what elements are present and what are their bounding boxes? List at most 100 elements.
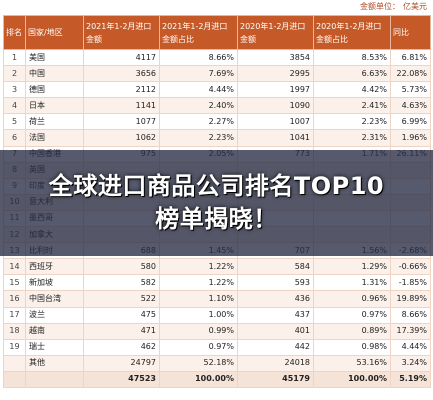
header-2020-share: 2020年1-2月进口金额占比 <box>313 15 391 50</box>
table-row: 3 德国 2112 4.44% 1997 4.42% 5.73% <box>3 81 431 99</box>
header-2021-amount: 2021年1-2月进口金额 <box>83 15 160 50</box>
cell-amount-2021: 2112 <box>83 81 160 99</box>
cell-share-2020: 4.42% <box>313 81 391 99</box>
cell-share-2020: 2.31% <box>313 129 391 147</box>
cell-amount-2021: 3656 <box>83 65 160 83</box>
cell-amount-2020: 1041 <box>237 129 314 147</box>
header-2021-share: 2021年1-2月进口金额占比 <box>159 15 238 50</box>
table-row: 16 中国台湾 522 1.10% 436 0.96% 19.89% <box>3 290 431 308</box>
cell-amount-2020: 442 <box>237 338 314 356</box>
cell-share-2020: 0.89% <box>313 322 391 340</box>
cell-yoy: 17.39% <box>390 322 431 340</box>
table-row: 18 越南 471 0.99% 401 0.89% 17.39% <box>3 322 431 340</box>
cell-share-2021: 0.99% <box>159 322 238 340</box>
header-rank: 排名 <box>3 15 26 50</box>
cell-rank: 6 <box>3 129 26 147</box>
cell-country: 中国台湾 <box>25 290 84 308</box>
cell-share-2021: 8.66% <box>159 48 238 67</box>
cell-amount-2020: 436 <box>237 290 314 308</box>
cell-yoy: 8.66% <box>390 306 431 324</box>
other-row: 其他 24797 52.18% 24018 53.16% 3.24% <box>3 354 431 372</box>
table-row: 2 中国 3656 7.69% 2995 6.63% 22.08% <box>3 65 431 83</box>
header-row: 排名 国家/地区 2021年1-2月进口金额 2021年1-2月进口金额占比 2… <box>3 15 431 50</box>
title-banner: 全球进口商品公司排名TOP10榜单揭晓！ <box>0 150 433 256</box>
cell-rank <box>3 354 26 372</box>
cell-share-2020: 0.96% <box>313 290 391 308</box>
cell-yoy: 4.44% <box>390 338 431 356</box>
cell-rank: 1 <box>3 48 26 67</box>
cell-share-2020: 1.29% <box>313 258 391 276</box>
cell-rank: 14 <box>3 258 26 276</box>
table-row: 14 西班牙 580 1.22% 584 1.29% -0.66% <box>3 258 431 276</box>
cell-share-2020: 100.00% <box>313 370 391 388</box>
unit-line: 金额单位： 亿美元 <box>0 0 427 14</box>
cell-share-2020: 6.63% <box>313 65 391 83</box>
cell-share-2021: 0.97% <box>159 338 238 356</box>
cell-yoy: 22.08% <box>390 65 431 83</box>
table-row: 17 波兰 475 1.00% 437 0.97% 8.66% <box>3 306 431 324</box>
cell-amount-2021: 1062 <box>83 129 160 147</box>
cell-country: 法国 <box>25 129 84 147</box>
cell-rank: 3 <box>3 81 26 99</box>
cell-rank: 2 <box>3 65 26 83</box>
table-row: 15 新加坡 582 1.22% 593 1.31% -1.85% <box>3 274 431 292</box>
cell-amount-2020: 1997 <box>237 81 314 99</box>
cell-share-2020: 0.97% <box>313 306 391 324</box>
cell-country: 日本 <box>25 97 84 115</box>
cell-amount-2020: 437 <box>237 306 314 324</box>
cell-amount-2021: 582 <box>83 274 160 292</box>
cell-rank <box>3 370 26 388</box>
cell-share-2020: 2.23% <box>313 113 391 131</box>
cell-share-2020: 0.98% <box>313 338 391 356</box>
total-row: 47523 100.00% 45179 100.00% 5.19% <box>3 370 431 388</box>
cell-share-2020: 53.16% <box>313 354 391 372</box>
cell-share-2021: 4.44% <box>159 81 238 99</box>
cell-share-2021: 1.10% <box>159 290 238 308</box>
cell-country: 瑞士 <box>25 338 84 356</box>
cell-yoy: 3.24% <box>390 354 431 372</box>
table-row: 6 法国 1062 2.23% 1041 2.31% 1.96% <box>3 129 431 147</box>
cell-amount-2020: 1090 <box>237 97 314 115</box>
cell-amount-2021: 475 <box>83 306 160 324</box>
cell-amount-2020: 45179 <box>237 370 314 388</box>
cell-amount-2020: 1007 <box>237 113 314 131</box>
cell-share-2020: 1.31% <box>313 274 391 292</box>
cell-amount-2020: 401 <box>237 322 314 340</box>
cell-yoy: 1.96% <box>390 129 431 147</box>
cell-amount-2020: 2995 <box>237 65 314 83</box>
table-row: 19 瑞士 462 0.97% 442 0.98% 4.44% <box>3 338 431 356</box>
cell-yoy: -1.85% <box>390 274 431 292</box>
cell-rank: 5 <box>3 113 26 131</box>
cell-share-2020: 2.41% <box>313 97 391 115</box>
cell-amount-2020: 24018 <box>237 354 314 372</box>
cell-share-2021: 100.00% <box>159 370 238 388</box>
cell-yoy: 5.73% <box>390 81 431 99</box>
cell-rank: 4 <box>3 97 26 115</box>
cell-share-2021: 52.18% <box>159 354 238 372</box>
unit-label: 金额单位： <box>360 2 400 11</box>
cell-rank: 19 <box>3 338 26 356</box>
cell-share-2021: 1.22% <box>159 258 238 276</box>
cell-country: 中国 <box>25 65 84 83</box>
header-yoy: 同比 <box>390 15 431 50</box>
cell-yoy: 6.81% <box>390 48 431 67</box>
cell-amount-2020: 3854 <box>237 48 314 67</box>
cell-rank: 16 <box>3 290 26 308</box>
header-2020-amount: 2020年1-2月进口金额 <box>237 15 314 50</box>
cell-yoy: 6.99% <box>390 113 431 131</box>
cell-share-2021: 2.40% <box>159 97 238 115</box>
table-row: 5 荷兰 1077 2.27% 1007 2.23% 6.99% <box>3 113 431 131</box>
cell-share-2020: 8.53% <box>313 48 391 67</box>
cell-country: 越南 <box>25 322 84 340</box>
cell-amount-2021: 471 <box>83 322 160 340</box>
cell-amount-2021: 1141 <box>83 97 160 115</box>
cell-yoy: 4.63% <box>390 97 431 115</box>
cell-share-2021: 1.00% <box>159 306 238 324</box>
cell-rank: 17 <box>3 306 26 324</box>
cell-country: 西班牙 <box>25 258 84 276</box>
cell-share-2021: 2.27% <box>159 113 238 131</box>
cell-country: 荷兰 <box>25 113 84 131</box>
banner-title: 全球进口商品公司排名TOP10榜单揭晓！ <box>48 172 385 233</box>
unit-value: 亿美元 <box>403 2 427 11</box>
cell-amount-2021: 47523 <box>83 370 160 388</box>
